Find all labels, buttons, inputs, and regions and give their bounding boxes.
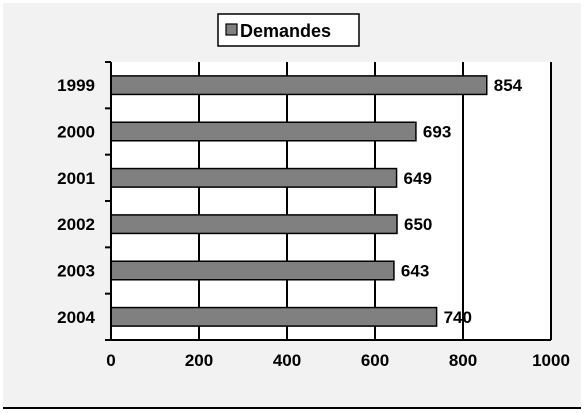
y-tick-label: 1999 xyxy=(57,76,95,95)
data-label: 650 xyxy=(404,215,432,234)
y-tick-labels: 1999 2000 2001 2002 2003 2004 xyxy=(57,76,95,327)
legend-box xyxy=(217,13,360,47)
x-tick-label: 800 xyxy=(449,351,477,370)
y-tick-label: 2000 xyxy=(57,123,95,142)
x-tick-label: 1000 xyxy=(532,351,570,370)
y-tick-label: 2002 xyxy=(57,215,95,234)
data-label: 643 xyxy=(401,262,429,281)
plot-area xyxy=(111,62,551,340)
legend-swatch xyxy=(225,23,238,36)
bar-2002 xyxy=(110,214,398,235)
data-label: 693 xyxy=(423,123,451,142)
bar-2003 xyxy=(110,260,395,281)
y-ticks xyxy=(105,61,111,341)
legend: Demandes xyxy=(217,13,360,47)
y-tick-label: 2004 xyxy=(57,308,95,327)
data-labels: 854 693 649 650 643 740 xyxy=(401,76,523,327)
data-label: 649 xyxy=(404,169,432,188)
bar-2000 xyxy=(110,121,417,142)
y-tick-label: 2001 xyxy=(57,169,95,188)
x-tick-label: 200 xyxy=(185,351,213,370)
bar-2004 xyxy=(110,306,438,327)
x-tick-labels: 0 200 400 600 800 1000 xyxy=(106,351,570,370)
data-label: 854 xyxy=(494,76,523,95)
x-tick-label: 400 xyxy=(273,351,301,370)
y-tick-label: 2003 xyxy=(57,262,95,281)
bar-2001 xyxy=(110,167,398,188)
bar-1999 xyxy=(110,75,488,96)
legend-label: Demandes xyxy=(240,21,331,41)
x-tick-label: 0 xyxy=(106,351,115,370)
x-tick-label: 600 xyxy=(361,351,389,370)
data-label: 740 xyxy=(444,308,472,327)
gridlines xyxy=(198,62,552,340)
